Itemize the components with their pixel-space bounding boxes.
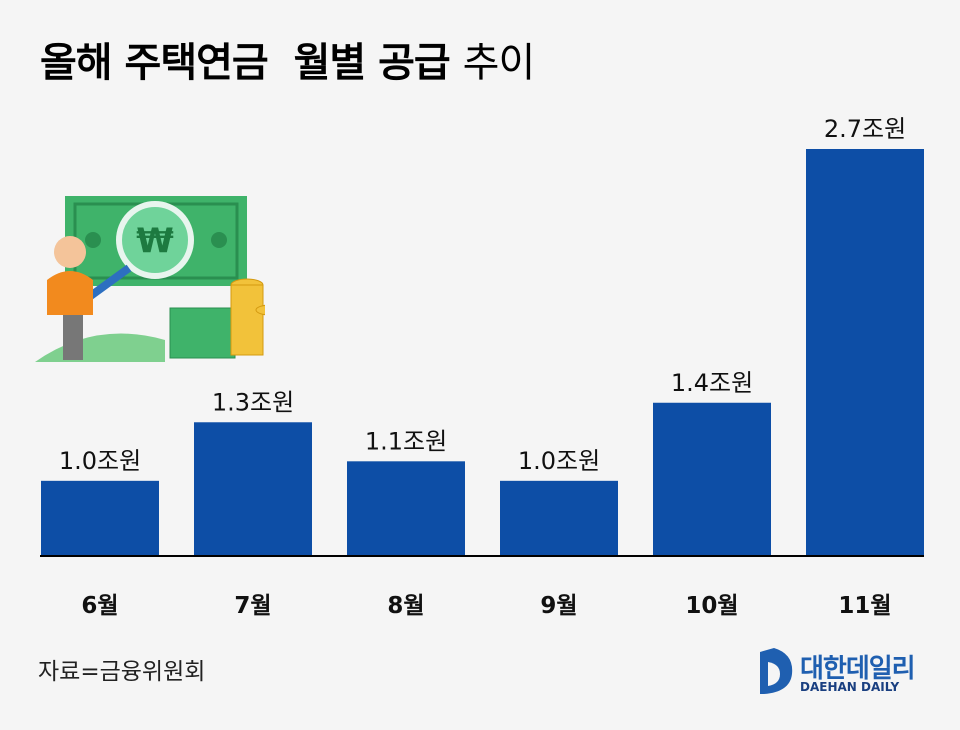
bar-0 (41, 480, 159, 555)
x-tick-label: 7월 (234, 593, 271, 619)
bar-4 (653, 402, 771, 555)
source-note: 자료=금융위원회 (38, 659, 206, 685)
bar-3 (500, 480, 618, 555)
x-tick-label: 8월 (387, 593, 424, 619)
data-label: 1.1조원 (365, 427, 447, 455)
data-label: 1.4조원 (671, 369, 753, 397)
x-tick-label: 11월 (838, 593, 891, 619)
data-label: 1.3조원 (212, 388, 294, 416)
chart-title: 올해 주택연금 월별 공급 추이 (40, 30, 536, 88)
daehan-daily-logo: 대한데일리 DAEHAN DAILY (760, 648, 930, 698)
bar-2 (347, 461, 465, 555)
bar-5 (806, 149, 924, 555)
title-light: 추이 (462, 40, 536, 86)
x-tick-label: 10월 (685, 593, 738, 619)
svg-text:₩: ₩ (136, 221, 174, 261)
logo-korean: 대한데일리 (800, 654, 916, 684)
data-label: 2.7조원 (824, 115, 906, 143)
logo-english: DAEHAN DAILY (800, 680, 900, 694)
x-tick-label: 9월 (540, 593, 577, 619)
data-label: 1.0조원 (59, 447, 141, 475)
x-tick-label: 6월 (81, 593, 118, 619)
bar-1 (194, 422, 312, 555)
logo-d-icon (760, 648, 793, 694)
money-illustration: ₩ (35, 196, 265, 362)
data-label: 1.0조원 (518, 447, 600, 475)
title-bold: 올해 주택연금 월별 공급 (40, 40, 451, 86)
